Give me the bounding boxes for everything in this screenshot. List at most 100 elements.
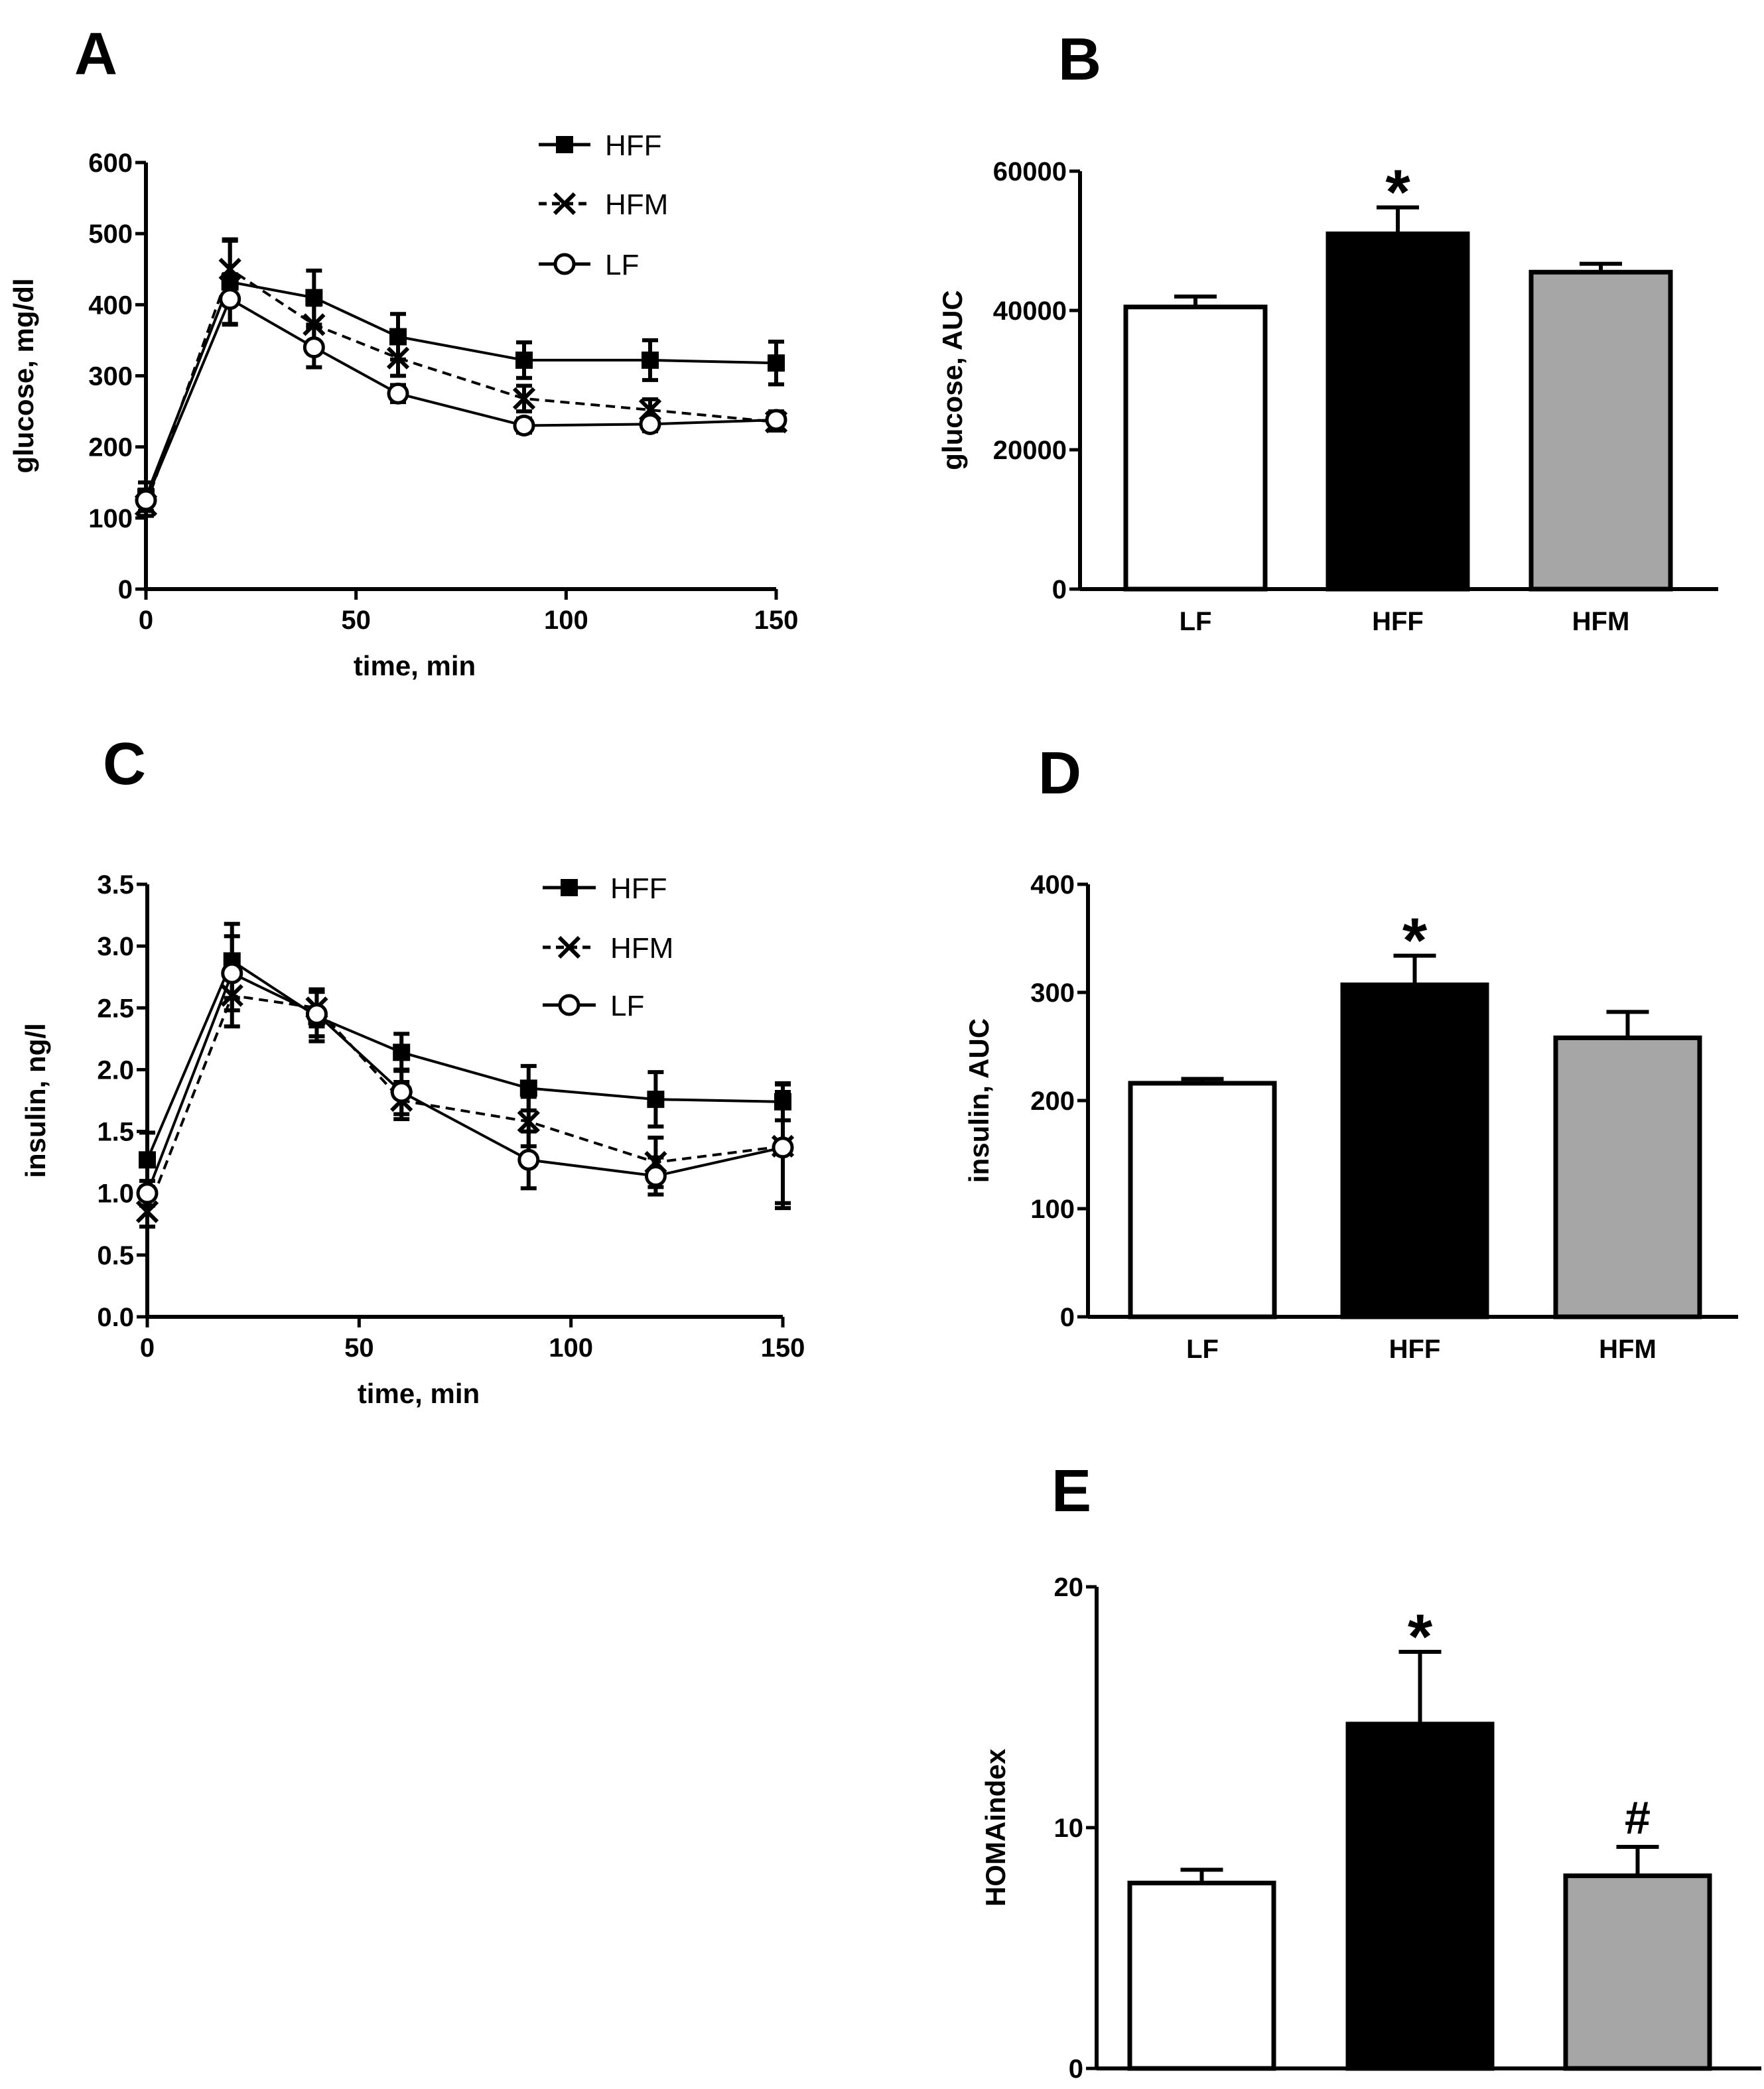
legend-label: HFM bbox=[610, 932, 673, 965]
data-point bbox=[644, 1165, 667, 1187]
y-tick-label: 0 bbox=[1052, 575, 1067, 604]
series-line bbox=[146, 959, 783, 1161]
y-tick-label: 300 bbox=[88, 362, 133, 391]
y-tick-label: 600 bbox=[88, 149, 133, 178]
data-point bbox=[390, 1081, 413, 1103]
legend-label: HFF bbox=[610, 872, 667, 905]
legend-marker bbox=[556, 136, 573, 153]
x-category-label: HFM bbox=[1599, 1335, 1657, 1364]
y-tick-label: 3.5 bbox=[97, 870, 134, 900]
y-axis-title: glucose, AUC bbox=[937, 290, 968, 470]
data-point bbox=[303, 336, 325, 359]
y-axis-title: insulin, ng/l bbox=[20, 1023, 51, 1178]
x-category-label: LF bbox=[1180, 607, 1212, 636]
series-lf bbox=[136, 934, 794, 1208]
y-tick-label: 10 bbox=[1054, 1814, 1084, 1843]
x-tick-label: 50 bbox=[344, 1333, 374, 1363]
data-point bbox=[386, 346, 410, 370]
data-point bbox=[513, 415, 535, 437]
x-tick-label: 50 bbox=[341, 606, 371, 635]
y-tick-label: 100 bbox=[88, 504, 133, 533]
x-category-label: HFF bbox=[1389, 1335, 1441, 1364]
bar-lf bbox=[1123, 304, 1268, 592]
x-category-label: HFF bbox=[1394, 2086, 1446, 2089]
y-tick-label: 3.0 bbox=[97, 932, 134, 961]
y-tick-label: 20 bbox=[1054, 1573, 1084, 1602]
legend-label: HFM bbox=[605, 188, 668, 221]
series-lf bbox=[135, 272, 787, 513]
bar-hff bbox=[1325, 232, 1470, 592]
y-tick-label: 0.5 bbox=[97, 1241, 134, 1270]
y-tick-label: 2.0 bbox=[97, 1055, 134, 1085]
data-point bbox=[136, 1182, 159, 1205]
y-tick-label: 1.5 bbox=[97, 1118, 134, 1147]
bar-hfm bbox=[1528, 269, 1673, 592]
panel-letter: C bbox=[103, 731, 146, 797]
x-tick-label: 150 bbox=[754, 606, 799, 635]
legend-marker bbox=[557, 935, 581, 959]
error-bar bbox=[1606, 1010, 1649, 1038]
significance-star: * bbox=[1385, 157, 1410, 228]
y-tick-label: 0 bbox=[1069, 2055, 1083, 2084]
legend-marker bbox=[553, 253, 576, 275]
data-point bbox=[517, 1110, 540, 1133]
x-axis-title: time, min bbox=[354, 650, 476, 681]
y-axis-title: glucose, mg/dl bbox=[8, 278, 39, 473]
x-tick-label: 0 bbox=[139, 606, 153, 635]
panel-letter: D bbox=[1038, 740, 1081, 807]
panel-letter: B bbox=[1058, 27, 1101, 93]
x-tick-label: 100 bbox=[544, 606, 588, 635]
legend-label: LF bbox=[605, 249, 639, 281]
data-point bbox=[393, 1044, 411, 1061]
legend-marker bbox=[553, 192, 577, 216]
bar-hfm bbox=[1553, 1035, 1702, 1319]
data-point bbox=[139, 1151, 156, 1169]
y-tick-label: 1.0 bbox=[97, 1179, 134, 1209]
error-bar bbox=[1398, 1650, 1442, 1724]
series-line bbox=[146, 971, 783, 1194]
data-point bbox=[219, 288, 241, 310]
data-point bbox=[517, 1148, 540, 1171]
error-bar bbox=[1616, 1845, 1659, 1876]
x-tick-label: 0 bbox=[140, 1333, 155, 1363]
data-point bbox=[305, 1003, 328, 1026]
error-bar bbox=[1377, 205, 1419, 234]
panel-letter: A bbox=[74, 21, 117, 88]
y-tick-label: 200 bbox=[1030, 1087, 1075, 1116]
y-axis-title: HOMAindex bbox=[980, 1748, 1011, 1907]
bar-hff bbox=[1340, 982, 1489, 1319]
data-point bbox=[135, 489, 157, 511]
legend-label: HFF bbox=[605, 129, 662, 162]
data-point bbox=[519, 1079, 537, 1097]
data-point bbox=[647, 1091, 665, 1109]
panel-b: B 0 20000 40000 60000 glucose, AUC LF HFF * HFM bbox=[937, 27, 1718, 636]
series-hfm bbox=[135, 963, 795, 1229]
significance-star: * bbox=[1408, 1601, 1433, 1672]
data-point bbox=[387, 382, 409, 405]
panel-d: D 0 100 200 300 400 insulin, AUC LF HFF * HFM bbox=[963, 740, 1738, 1364]
y-tick-label: 300 bbox=[1030, 978, 1075, 1008]
series-hff bbox=[137, 237, 785, 513]
legend-label: LF bbox=[610, 990, 644, 1022]
x-tick-label: 150 bbox=[761, 1333, 805, 1363]
data-point bbox=[639, 413, 661, 435]
data-point bbox=[642, 351, 659, 369]
series-line bbox=[145, 297, 777, 501]
panel-e: E 0 10 20 HOMAindex LF HFF * HFM # bbox=[980, 1458, 1761, 2089]
y-axis-title: insulin, AUC bbox=[963, 1018, 994, 1183]
panel-c: C 0.0 0.5 1.0 1.5 2.0 2.5 3.0 3.5 insulin, ng/l 0 5… bbox=[20, 731, 805, 1409]
y-tick-label: 100 bbox=[1030, 1195, 1075, 1224]
data-point bbox=[768, 354, 785, 372]
data-point bbox=[515, 351, 533, 369]
data-point bbox=[512, 387, 536, 410]
y-tick-label: 400 bbox=[88, 291, 133, 320]
significance-hash: # bbox=[1625, 1792, 1651, 1844]
legend-marker bbox=[558, 994, 580, 1016]
data-point bbox=[772, 1136, 794, 1159]
y-tick-label: 40000 bbox=[993, 297, 1067, 326]
y-tick-label: 0 bbox=[1060, 1303, 1075, 1332]
x-axis-title: time, min bbox=[358, 1378, 480, 1409]
x-category-label: HFM bbox=[1572, 607, 1630, 636]
x-tick-label: 100 bbox=[549, 1333, 593, 1363]
